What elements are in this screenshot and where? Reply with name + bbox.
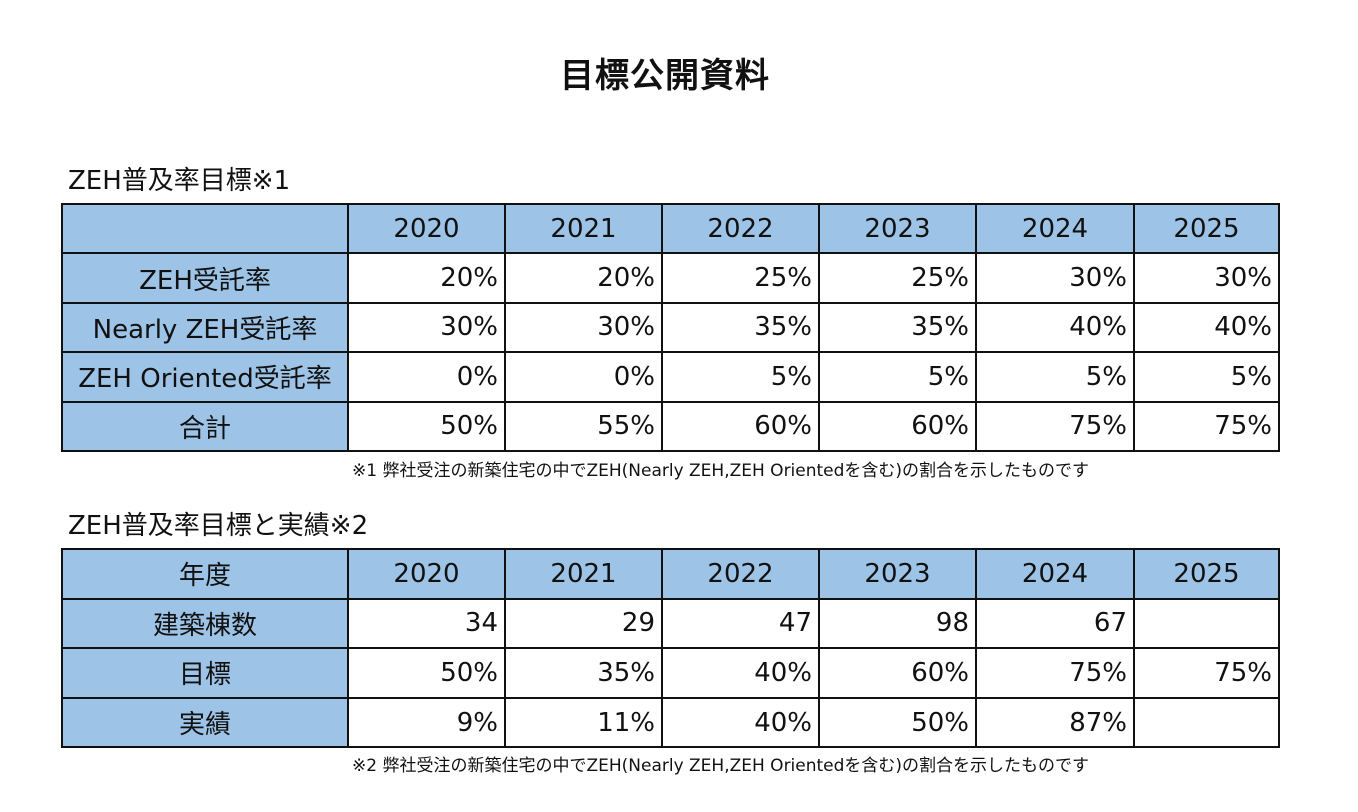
page-title: 目標公開資料: [560, 56, 770, 96]
table-cell: 5%: [661, 351, 820, 403]
year-header-2025: 2025: [1133, 202, 1280, 255]
row-label-zeh-rate: ZEH受託率: [61, 252, 349, 304]
table-cell: 35%: [818, 301, 977, 354]
year-header-2023: 2023: [818, 548, 977, 600]
table-cell: 47: [661, 597, 820, 650]
table-cell: 75%: [1133, 400, 1280, 452]
year-header-2024: 2024: [975, 202, 1135, 255]
table-cell: 35%: [661, 301, 820, 354]
table-row: 目標 50% 35% 40% 60% 75% 75%: [61, 647, 1280, 699]
table-cell: 5%: [975, 351, 1135, 403]
table-header-row: 年度 2020 2021 2022 2023 2024 2025: [61, 548, 1280, 600]
table-cell: 50%: [818, 696, 977, 749]
table-cell: [1133, 696, 1280, 749]
table-row: ZEH Oriented受託率 0% 0% 5% 5% 5% 5%: [61, 351, 1280, 403]
table-header-row: 2020 2021 2022 2023 2024 2025: [61, 202, 1280, 255]
year-header-2025: 2025: [1133, 548, 1280, 600]
table-cell: 29: [504, 597, 663, 650]
table-row: 合計 50% 55% 60% 60% 75% 75%: [61, 400, 1280, 452]
table-cell: 40%: [1133, 301, 1280, 354]
row-label-buildings-count: 建築棟数: [61, 597, 349, 650]
table-row: ZEH受託率 20% 20% 25% 25% 30% 30%: [61, 252, 1280, 304]
footnote-2: ※2 弊社受注の新築住宅の中でZEH(Nearly ZEH,ZEH Orient…: [352, 756, 1090, 776]
year-header-2023: 2023: [818, 202, 977, 255]
table-cell: 25%: [818, 252, 977, 304]
table-cell: 30%: [347, 301, 506, 354]
table-row: 建築棟数 34 29 47 98 67: [61, 597, 1280, 650]
table-cell: 55%: [504, 400, 663, 452]
table-cell: 50%: [347, 647, 506, 699]
table-cell: 5%: [1133, 351, 1280, 403]
table-cell: 9%: [347, 696, 506, 749]
table-row: 実績 9% 11% 40% 50% 87%: [61, 696, 1280, 749]
row-label-target: 目標: [61, 647, 349, 699]
table-cell: 75%: [1133, 647, 1280, 699]
table-cell: 30%: [1133, 252, 1280, 304]
footnote-1: ※1 弊社受注の新築住宅の中でZEH(Nearly ZEH,ZEH Orient…: [352, 461, 1090, 481]
table-row: Nearly ZEH受託率 30% 30% 35% 35% 40% 40%: [61, 301, 1280, 354]
table-cell: 5%: [818, 351, 977, 403]
year-header-2020: 2020: [347, 202, 506, 255]
row-label-zeh-oriented-rate: ZEH Oriented受託率: [61, 351, 349, 403]
zeh-target-table: 2020 2021 2022 2023 2024 2025 ZEH受託率 20%…: [61, 202, 1280, 452]
table-cell: 11%: [504, 696, 663, 749]
table-cell: 60%: [661, 400, 820, 452]
table-cell: 30%: [504, 301, 663, 354]
fiscal-year-header: 年度: [61, 548, 349, 600]
row-label-total: 合計: [61, 400, 349, 452]
table-cell: 75%: [975, 647, 1135, 699]
year-header-2022: 2022: [661, 548, 820, 600]
table-cell: [1133, 597, 1280, 650]
table-cell: 40%: [661, 647, 820, 699]
table-cell: 98: [818, 597, 977, 650]
table-cell: 20%: [347, 252, 506, 304]
table-cell: 60%: [818, 647, 977, 699]
year-header-2021: 2021: [504, 202, 663, 255]
zeh-target-section-title: ZEH普及率目標※1: [68, 166, 291, 196]
table-cell: 25%: [661, 252, 820, 304]
table-cell: 87%: [975, 696, 1135, 749]
row-label-actual: 実績: [61, 696, 349, 749]
row-label-nearly-zeh-rate: Nearly ZEH受託率: [61, 301, 349, 354]
zeh-target-results-table: 年度 2020 2021 2022 2023 2024 2025 建築棟数 34…: [61, 548, 1280, 749]
table-cell: 0%: [347, 351, 506, 403]
table-cell: 75%: [975, 400, 1135, 452]
table-cell: 40%: [975, 301, 1135, 354]
table-cell: 50%: [347, 400, 506, 452]
table-cell: 60%: [818, 400, 977, 452]
table-cell: 67: [975, 597, 1135, 650]
table-cell: 30%: [975, 252, 1135, 304]
zeh-target-results-section-title: ZEH普及率目標と実績※2: [68, 511, 369, 541]
year-header-2024: 2024: [975, 548, 1135, 600]
table-cell: 40%: [661, 696, 820, 749]
table-cell: 35%: [504, 647, 663, 699]
year-header-2020: 2020: [347, 548, 506, 600]
year-header-2021: 2021: [504, 548, 663, 600]
table-cell: 20%: [504, 252, 663, 304]
table-cell: 0%: [504, 351, 663, 403]
corner-header-cell: [61, 202, 349, 255]
table-cell: 34: [347, 597, 506, 650]
year-header-2022: 2022: [661, 202, 820, 255]
